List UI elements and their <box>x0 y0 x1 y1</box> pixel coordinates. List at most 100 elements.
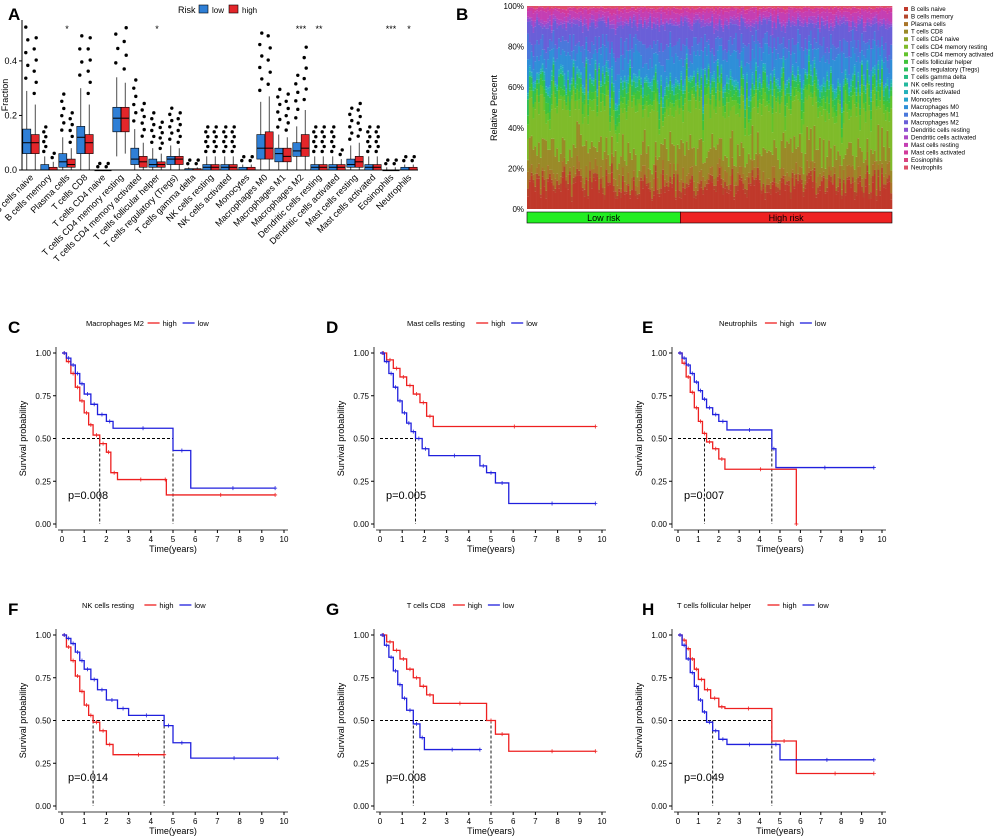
b-bar-segment <box>727 184 730 190</box>
b-bar-segment <box>766 31 769 44</box>
b-bar-segment <box>809 64 812 66</box>
panel-c-pvalue: p=0.008 <box>68 490 108 502</box>
b-bar-segment <box>833 7 836 15</box>
b-bar-segment <box>561 67 564 72</box>
b-bar-segment <box>605 8 608 12</box>
b-bar-segment <box>808 35 811 42</box>
b-bar-segment <box>620 108 623 157</box>
b-bar-segment <box>605 22 608 25</box>
b-bar-segment <box>766 184 769 193</box>
b-bar-segment <box>537 95 541 103</box>
b-bar-segment <box>601 44 604 67</box>
b-bar-segment <box>600 47 603 55</box>
b-bar-segment <box>696 148 699 183</box>
b-bar-segment <box>804 87 807 98</box>
b-bar-segment <box>660 76 663 81</box>
b-bar-segment <box>773 8 776 11</box>
b-bar-segment <box>738 53 741 67</box>
b-bar-segment <box>778 104 781 114</box>
a-outlier-low <box>168 137 172 141</box>
b-bar-segment <box>700 97 703 139</box>
b-bar-segment <box>616 6 619 8</box>
b-bar-segment <box>808 61 811 75</box>
b-bar-segment <box>760 60 763 83</box>
b-bar-segment <box>855 178 858 193</box>
b-bar-segment <box>623 10 626 18</box>
b-bar-segment <box>559 64 562 67</box>
b-bar-segment <box>545 86 548 90</box>
b-bar-segment <box>652 195 656 209</box>
b-bar-segment <box>682 93 685 106</box>
b-bar-segment <box>694 108 698 166</box>
b-bar-segment <box>806 126 809 161</box>
b-bar-segment <box>705 157 708 180</box>
b-bar-segment <box>527 160 530 172</box>
b-bar-segment <box>808 55 811 62</box>
b-bar-segment <box>568 7 572 8</box>
b-bar-segment <box>756 21 760 24</box>
b-bar-segment <box>819 7 822 9</box>
b-bar-segment <box>798 25 802 35</box>
b-bar-segment <box>696 20 699 45</box>
b-bar-segment <box>780 6 783 8</box>
b-bar-segment <box>771 8 774 9</box>
b-bar-segment <box>870 101 873 111</box>
b-bar-segment <box>873 11 876 17</box>
b-bar-segment <box>767 178 771 185</box>
a-outlier-low <box>150 140 154 144</box>
b-bar-segment <box>793 25 796 46</box>
b-bar-segment <box>702 105 705 108</box>
b-bar-segment <box>857 8 860 9</box>
b-bar-segment <box>547 120 550 150</box>
b-bar-segment <box>685 46 688 54</box>
b-bar-segment <box>775 8 778 10</box>
b-bar-segment <box>532 69 535 83</box>
b-bar-segment <box>842 123 845 159</box>
b-bar-segment <box>873 173 876 209</box>
b-bar-segment <box>563 86 566 91</box>
b-bar-segment <box>884 57 887 84</box>
b-bar-segment <box>641 6 645 8</box>
b-bar-segment <box>682 25 685 45</box>
b-bar-segment <box>643 165 646 175</box>
b-bar-segment <box>713 178 716 186</box>
b-bar-segment <box>771 27 774 35</box>
panel-d-x-tick-label: 10 <box>598 535 607 544</box>
b-bar-segment <box>798 181 802 209</box>
b-bar-segment <box>616 57 619 75</box>
b-bar-segment <box>583 104 586 118</box>
b-bar-segment <box>725 102 729 158</box>
b-bar-segment <box>673 6 676 8</box>
b-bar-segment <box>733 50 736 81</box>
b-bar-segment <box>621 6 625 9</box>
b-bar-segment <box>800 179 803 184</box>
b-bar-segment <box>596 92 599 97</box>
panel-d-censor-low <box>593 501 598 506</box>
b-bar-segment <box>579 21 583 47</box>
b-bar-segment <box>603 22 606 46</box>
b-bar-segment <box>645 80 648 83</box>
b-bar-segment <box>844 103 847 155</box>
b-bar-segment <box>579 78 583 84</box>
b-bar-segment <box>800 22 803 27</box>
b-bar-segment <box>587 8 590 10</box>
b-bar-segment <box>751 160 754 171</box>
b-bar-segment <box>826 20 829 24</box>
b-bar-segment <box>634 44 637 75</box>
b-bar-segment <box>565 187 568 209</box>
b-bar-segment <box>868 173 871 185</box>
b-bar-segment <box>547 93 550 96</box>
b-bar-segment <box>802 19 805 24</box>
b-bar-segment <box>651 174 654 188</box>
b-bar-segment <box>696 67 699 69</box>
b-bar-segment <box>574 93 577 101</box>
b-bar-segment <box>846 79 849 82</box>
b-bar-segment <box>802 7 805 8</box>
b-bar-segment <box>800 26 803 48</box>
b-bar-segment <box>736 144 739 173</box>
b-bar-segment <box>775 14 778 23</box>
b-bar-segment <box>629 65 632 68</box>
b-bar-segment <box>541 49 544 64</box>
b-bar-segment <box>570 80 573 84</box>
a-outlier-low <box>330 139 334 144</box>
